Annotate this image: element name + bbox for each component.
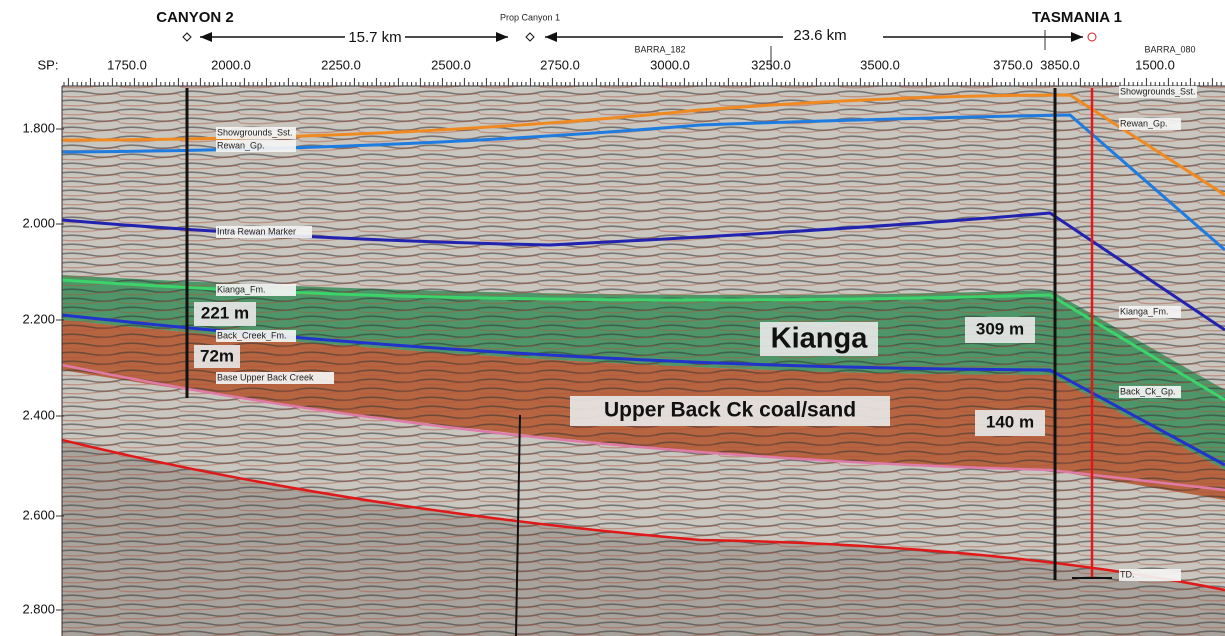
sp-tick-label: 3850.0 [1040, 57, 1080, 72]
thickness-label: 221 m [201, 303, 249, 322]
well-symbol [183, 33, 191, 41]
distance-label: 23.6 km [793, 27, 846, 44]
time-tick-label: 1.800 [22, 120, 55, 135]
sp-tick-label: 3500.0 [860, 57, 900, 72]
time-tick-label: 2.000 [22, 215, 55, 230]
arrow-head [545, 32, 557, 42]
sp-tick-label: 2000.0 [211, 57, 251, 72]
well-name: CANYON 2 [156, 9, 234, 26]
horizon-label: Showgrounds_Sst. [217, 127, 293, 137]
sp-tick-label: 2250.0 [321, 57, 361, 72]
well-symbol [1088, 33, 1096, 41]
thickness-label: 72m [200, 346, 234, 365]
axis-label: SP: [38, 57, 59, 72]
well-symbol [526, 33, 534, 41]
horizon-label: TD. [1120, 569, 1135, 579]
horizon-label: Rewan_Gp. [217, 140, 265, 150]
sp-tick-label: 2750.0 [540, 57, 580, 72]
horizon-label: Kianga_Fm. [217, 284, 266, 294]
arrow-head [200, 32, 212, 42]
formation-label: Upper Back Ck coal/sand [604, 399, 856, 422]
horizon-label: Back_Creek_Fm. [217, 330, 287, 340]
page: {"header":{"well_left":"CANYON 2","dista… [0, 0, 1225, 636]
horizon-label: Rewan_Gp. [1120, 118, 1168, 128]
horizon-label: Base Upper Back Creek [217, 372, 314, 382]
horizon-label: Showgrounds_Sst. [1120, 86, 1196, 96]
sp-tick-label: 3250.0 [751, 57, 791, 72]
seismic-section: CANYON 2 Prop Canyon 1 TASMANIA 1 BARRA_182… [0, 0, 1225, 636]
thickness-label: 309 m [976, 319, 1024, 338]
time-tick-label: 2.400 [22, 407, 55, 422]
distance-label: 15.7 km [348, 29, 401, 46]
horizon-label: Intra Rewan Marker [217, 226, 296, 236]
formation-label: Kianga [771, 323, 869, 355]
sp-tick-label: 3750.0 [993, 57, 1033, 72]
time-tick-label: 2.600 [22, 507, 55, 522]
arrow-head [496, 32, 508, 42]
shotpoint-ruler [62, 78, 1225, 86]
thickness-label: 140 m [986, 412, 1034, 431]
line-name: BARRA_182 [634, 44, 685, 54]
time-tick-label: 2.800 [22, 601, 55, 616]
horizon-label: Kianga_Fm. [1120, 306, 1169, 316]
sp-tick-label: 2500.0 [431, 57, 471, 72]
sp-tick-label: 1500.0 [1135, 57, 1175, 72]
horizon-label: Back_Ck_Gp. [1120, 386, 1176, 396]
sp-tick-label: 1750.0 [107, 57, 147, 72]
line-name: BARRA_080 [1144, 44, 1195, 54]
time-tick-label: 2.200 [22, 311, 55, 326]
sp-tick-label: 3000.0 [650, 57, 690, 72]
well-name: Prop Canyon 1 [500, 12, 560, 22]
well-name: TASMANIA 1 [1032, 9, 1122, 26]
arrow-head [1071, 32, 1083, 42]
